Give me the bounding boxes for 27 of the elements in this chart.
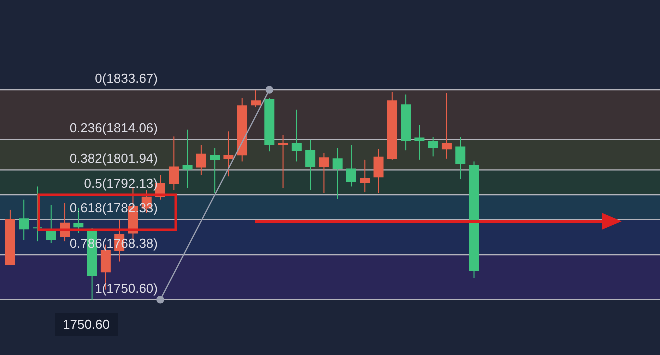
candlestick [32, 186, 43, 242]
candlestick [374, 148, 384, 194]
ref-line-label: 1(1750.60) [95, 280, 158, 296]
candlestick [414, 124, 425, 160]
candlestick [332, 148, 343, 200]
candlestick [250, 90, 261, 108]
candlestick [196, 144, 206, 176]
candlestick [210, 148, 220, 194]
candlestick [19, 199, 30, 241]
candlestick [442, 92, 452, 160]
candlestick [428, 136, 438, 158]
ref-line-label: 0(1833.67) [95, 71, 158, 86]
candlestick [306, 139, 316, 191]
annotation: 1750.60 [55, 313, 118, 336]
candlestick [182, 129, 193, 189]
candlestick [456, 136, 466, 180]
candlestick [319, 152, 330, 194]
ref-line-label: 0.382(1801.94) [70, 151, 158, 166]
candlestick [292, 109, 302, 162]
candlestick [169, 136, 180, 191]
ref-line-label: 0.5(1792.13) [84, 176, 158, 191]
candlestick [346, 144, 356, 188]
candlestick [224, 131, 234, 178]
candlestick [278, 134, 288, 189]
candlestick [46, 204, 56, 244]
candlestick [360, 159, 370, 194]
ref-line-label: 0.236(1814.06) [70, 120, 158, 136]
